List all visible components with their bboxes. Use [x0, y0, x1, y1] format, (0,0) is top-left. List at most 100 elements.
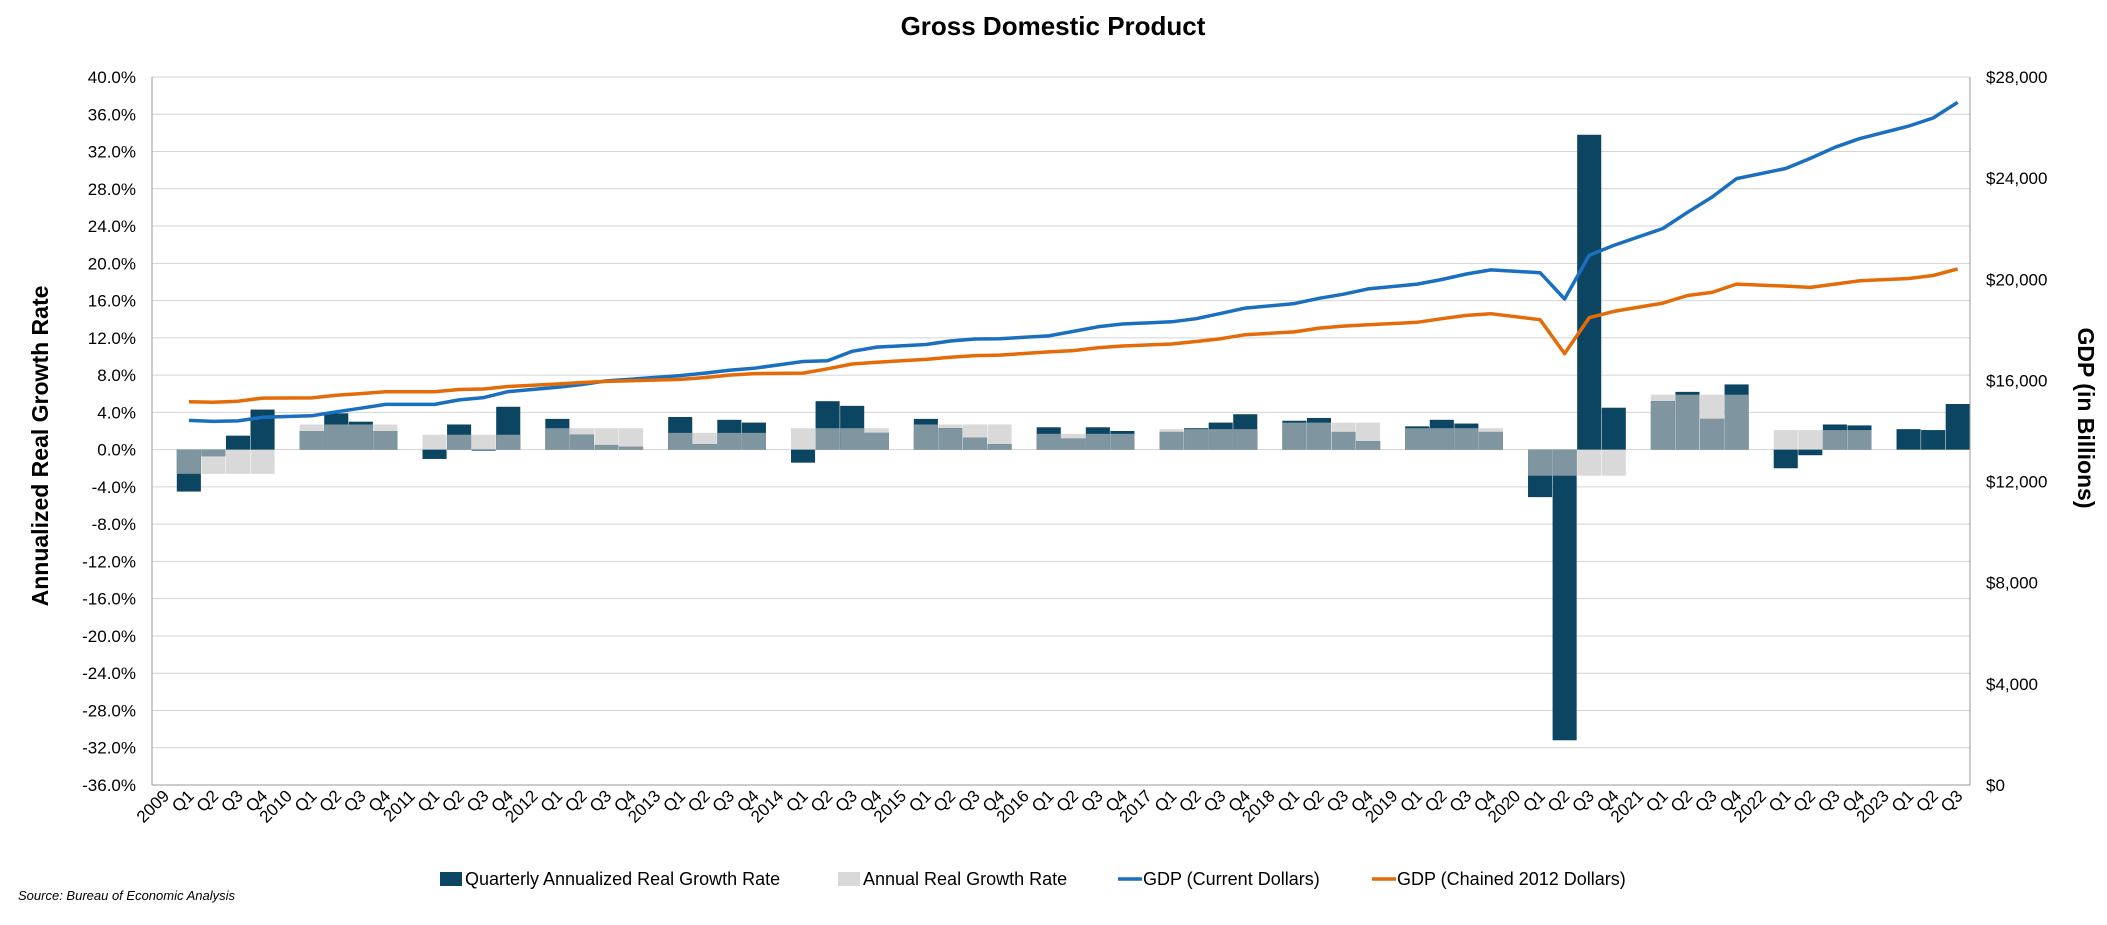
overlap-bar	[1061, 438, 1086, 450]
annual-bar	[225, 449, 251, 474]
overlap-bar	[348, 424, 373, 450]
left-tick-label: -12.0%	[82, 552, 136, 571]
quarterly-bar	[1773, 449, 1798, 469]
left-tick-label: 36.0%	[88, 105, 136, 124]
x-axis-ticks: 2009Q1Q2Q3Q42010Q1Q2Q3Q42011Q1Q2Q3Q42012…	[133, 786, 1967, 826]
overlap-bar	[815, 428, 840, 450]
overlap-bar	[1454, 428, 1479, 450]
overlap-bar	[668, 432, 693, 450]
overlap-bar	[1036, 433, 1061, 450]
overlap-bar	[1478, 431, 1503, 450]
left-tick-label: -24.0%	[82, 664, 136, 683]
annual-bar	[1773, 430, 1798, 450]
overlap-bar	[1331, 431, 1356, 450]
overlap-bar	[324, 424, 349, 450]
right-tick-label: $16,000	[1986, 371, 2047, 390]
x-tick-label: Q3	[1937, 786, 1966, 815]
left-tick-label: 8.0%	[97, 366, 136, 385]
legend-label: GDP (Chained 2012 Dollars)	[1397, 869, 1626, 889]
overlap-bar	[1700, 418, 1725, 450]
annual-bar	[1798, 430, 1823, 450]
left-tick-label: -28.0%	[82, 701, 136, 720]
annual-bar	[619, 428, 644, 450]
left-tick-label: -4.0%	[92, 478, 136, 497]
quarterly-bar	[1577, 134, 1602, 450]
left-tick-label: 28.0%	[88, 180, 136, 199]
overlap-bar	[1110, 433, 1135, 450]
left-tick-label: -32.0%	[82, 739, 136, 758]
overlap-bar	[299, 431, 324, 450]
overlap-bar	[569, 434, 594, 450]
left-tick-label: -16.0%	[82, 590, 136, 609]
axes	[151, 77, 1971, 786]
quarterly-bar	[1896, 429, 1921, 450]
legend-label: Annual Real Growth Rate	[863, 869, 1067, 889]
overlap-bar	[717, 432, 742, 450]
left-tick-label: -20.0%	[82, 627, 136, 646]
legend-swatch	[440, 872, 462, 886]
annual-bar	[1577, 449, 1602, 476]
overlap-bar	[1405, 428, 1430, 450]
overlap-bar	[619, 446, 644, 450]
quarterly-bar	[1601, 407, 1626, 450]
overlap-bar	[447, 434, 472, 450]
overlap-bar	[741, 432, 766, 450]
overlap-bar	[962, 437, 988, 450]
quarterly-bar	[1921, 430, 1946, 450]
left-axis-title: Annualized Real Growth Rate	[27, 286, 53, 607]
source-note: Source: Bureau of Economic Analysis	[18, 888, 236, 903]
annual-bar	[594, 428, 619, 450]
gdp-lines	[188, 100, 1959, 424]
chart-title: Gross Domestic Product	[901, 11, 1206, 41]
right-tick-label: $20,000	[1986, 270, 2047, 289]
annual-bar	[422, 434, 447, 450]
left-tick-label: -8.0%	[92, 515, 136, 534]
right-axis-title: GDP (in Billions)	[2073, 327, 2099, 508]
left-tick-label: 40.0%	[88, 68, 136, 87]
overlap-bar	[1233, 429, 1258, 450]
overlap-bar	[1306, 422, 1331, 450]
annual-bar	[1601, 449, 1626, 476]
overlap-bar	[913, 424, 938, 450]
legend-label: GDP (Current Dollars)	[1143, 869, 1320, 889]
overlap-bar	[987, 444, 1012, 450]
overlap-bar	[545, 428, 570, 450]
gdp-chained-line	[188, 267, 1959, 404]
quarterly-bar	[791, 449, 816, 463]
right-tick-label: $0	[1986, 776, 2005, 795]
x-tick-label: 2009	[133, 786, 173, 826]
quarterly-bar	[225, 435, 251, 450]
right-tick-label: $8,000	[1986, 574, 2038, 593]
overlap-bar	[201, 449, 226, 457]
left-tick-label: 20.0%	[88, 254, 136, 273]
quarterly-growth-bars	[176, 134, 1970, 741]
left-tick-label: 16.0%	[88, 292, 136, 311]
overlap-bar	[373, 431, 398, 450]
right-tick-label: $24,000	[1986, 169, 2047, 188]
left-tick-label: 4.0%	[97, 403, 136, 422]
annual-bar	[791, 428, 816, 450]
right-axis-ticks: $28,000 $24,000 $20,000 $16,000 $12,000 $8,00…	[1986, 68, 2047, 795]
quarterly-bar	[1552, 449, 1577, 741]
left-tick-label: -36.0%	[82, 776, 136, 795]
overlap-bar	[840, 428, 865, 450]
overlap-bar	[1208, 429, 1233, 450]
legend: Quarterly Annualized Real Growth Rate Ann…	[440, 869, 1626, 889]
overlap-bar	[1847, 430, 1872, 450]
legend-label: Quarterly Annualized Real Growth Rate	[465, 869, 780, 889]
overlap-bar	[176, 449, 201, 474]
overlap-bar	[1675, 394, 1700, 450]
left-axis-ticks: 40.0% 36.0% 32.0% 28.0% 24.0% 20.0% 16.0% 12.0%…	[82, 68, 136, 795]
overlap-bar	[1822, 430, 1847, 450]
right-tick-label: $28,000	[1986, 68, 2047, 87]
overlap-bar	[1356, 441, 1381, 450]
overlap-bar	[1159, 431, 1184, 450]
annual-bar	[250, 449, 275, 474]
overlap-bar	[692, 444, 717, 450]
gdp-current-line	[188, 100, 1959, 424]
overlap-bar	[1552, 449, 1577, 476]
overlap-bar	[496, 434, 521, 450]
overlap-bar	[1528, 449, 1553, 476]
left-tick-label: 0.0%	[97, 441, 136, 460]
